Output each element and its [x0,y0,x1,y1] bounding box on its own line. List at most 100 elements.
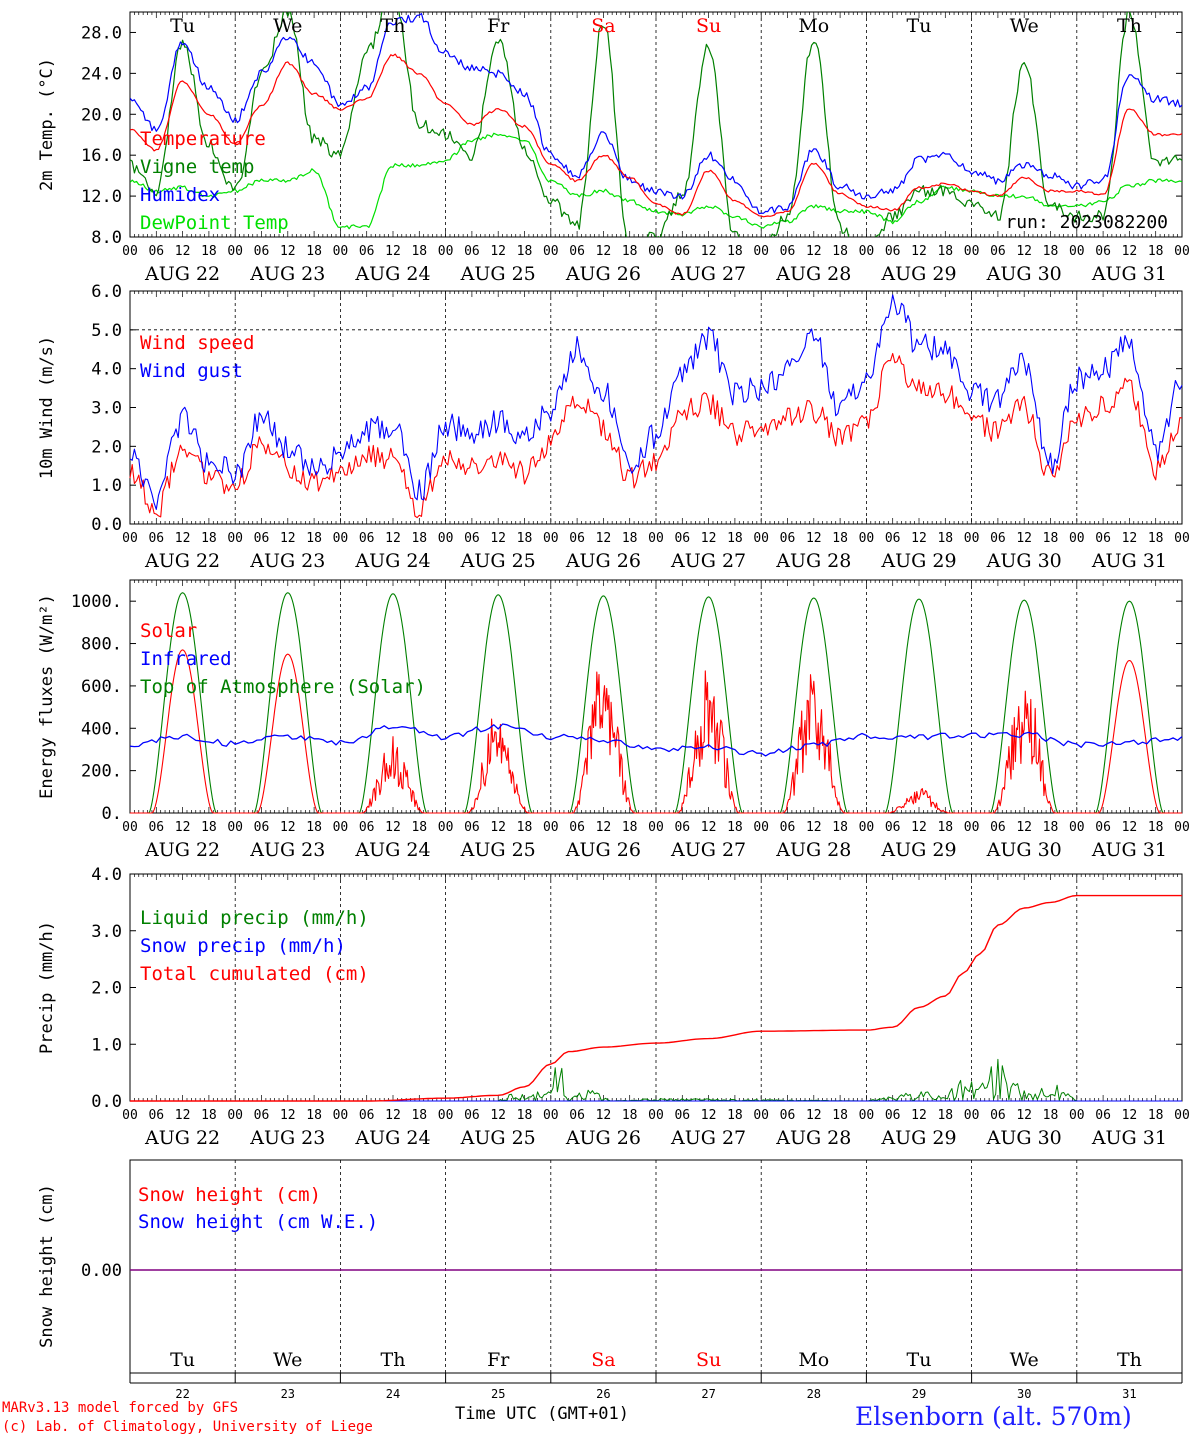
hour-label: 00 [543,820,559,835]
hour-label: 12 [596,531,612,546]
hour-label: 00 [1069,531,1085,546]
hour-label: 00 [859,244,875,259]
hour-label: 18 [622,244,638,259]
hour-label: 00 [122,531,138,546]
hour-label: 00 [648,244,664,259]
hour-label: 06 [780,820,796,835]
series-line-wind-gust [129,294,1183,510]
y-tick-label: 600. [81,677,122,697]
date-label: AUG 24 [354,263,430,285]
hour-label: 18 [411,820,427,835]
hour-label: 18 [727,1108,743,1123]
day-number-label: 24 [386,1387,400,1401]
date-label: AUG 27 [670,839,746,861]
hour-label: 12 [911,531,927,546]
hour-label: 18 [832,244,848,259]
hour-label: 18 [517,820,533,835]
hour-label: 00 [648,1108,664,1123]
hour-label: 18 [306,820,322,835]
hour-label: 06 [674,244,690,259]
hour-label: 18 [832,1108,848,1123]
date-label: AUG 30 [986,263,1062,285]
hour-label: 00 [859,531,875,546]
hour-label: 00 [543,531,559,546]
hour-label: 06 [569,531,585,546]
hour-label: 12 [1122,531,1138,546]
hour-label: 12 [701,1108,717,1123]
hour-label: 00 [122,820,138,835]
hour-label: 18 [1043,531,1059,546]
series-line-infrared [129,723,1183,757]
series-line-dewpoint-temp [130,132,1182,230]
hour-label: 12 [490,531,506,546]
date-label: AUG 30 [986,1127,1062,1149]
y-axis-title: Energy fluxes (W/m²) [37,594,57,799]
hour-label: 12 [701,244,717,259]
hour-label: 18 [306,244,322,259]
hour-label: 18 [832,531,848,546]
hour-label: 00 [1069,820,1085,835]
hour-label: 06 [1095,531,1111,546]
legend-item: Temperature [140,128,266,150]
hour-label: 00 [333,1108,349,1123]
hour-label: 06 [359,244,375,259]
y-tick-label: 1.0 [91,1035,122,1055]
hour-label: 12 [280,1108,296,1123]
panel-3: 0. 200. 400. 600. 800. 1000. 00 06 12 18 AUG 22 00 0… [37,579,1190,861]
date-label: AUG 31 [1091,263,1167,285]
series-line-total-cumulated [130,894,1182,1102]
hour-label: 00 [227,820,243,835]
hour-label: 00 [438,1108,454,1123]
hour-label: 00 [964,820,980,835]
day-name-label: We [273,15,302,37]
series-line-vigne-temp [130,12,1182,237]
legend-item: Wind speed [140,332,254,354]
hour-label: 06 [254,531,270,546]
hour-label: 12 [385,244,401,259]
y-tick-label: 800. [81,635,122,655]
hour-label: 12 [911,820,927,835]
hour-label: 06 [674,531,690,546]
hour-label: 00 [964,531,980,546]
hour-label: 18 [1148,820,1164,835]
hour-label: 18 [517,531,533,546]
day-name-label: We [1010,15,1039,37]
hour-label: 18 [517,1108,533,1123]
series-line-solar [130,649,1182,814]
model-credit: MARv3.13 model forced by GFS [2,1400,239,1416]
hour-label: 00 [1069,244,1085,259]
hour-label: 00 [1174,244,1190,259]
hour-label: 18 [727,820,743,835]
hour-label: 06 [464,531,480,546]
hour-label: 18 [201,820,217,835]
day-number-label: 22 [175,1387,189,1401]
hour-label: 06 [569,244,585,259]
date-label: AUG 24 [354,550,430,572]
legend-item: Humidex [140,184,220,206]
legend-item: Snow height (cm W.E.) [138,1211,378,1233]
y-tick-label: 12.0 [81,187,122,207]
hour-label: 06 [990,820,1006,835]
day-number-label: 26 [596,1387,610,1401]
date-label: AUG 25 [460,1127,536,1149]
y-tick-label: 1000. [71,592,122,612]
y-tick-label: 200. [81,762,122,782]
date-label: AUG 24 [354,1127,430,1149]
hour-label: 18 [201,531,217,546]
day-name-label: Su [696,15,721,37]
hour-label: 12 [490,820,506,835]
hour-label: 18 [1043,244,1059,259]
y-tick-label: 20.0 [81,105,122,125]
y-axis-title: Snow height (cm) [37,1184,57,1348]
date-label: AUG 29 [880,550,956,572]
hour-label: 12 [280,531,296,546]
hour-label: 12 [596,244,612,259]
hour-label: 00 [333,531,349,546]
y-axis-title: 2m Temp. (°C) [37,58,57,191]
hour-label: 18 [201,1108,217,1123]
panel-5: 0.00 Snow height (cm) Tu 22 We 23 Th 24 Fr 25 Sa 26… [37,1159,1183,1401]
hour-label: 00 [543,244,559,259]
hour-label: 06 [780,244,796,259]
hour-label: 00 [227,1108,243,1123]
